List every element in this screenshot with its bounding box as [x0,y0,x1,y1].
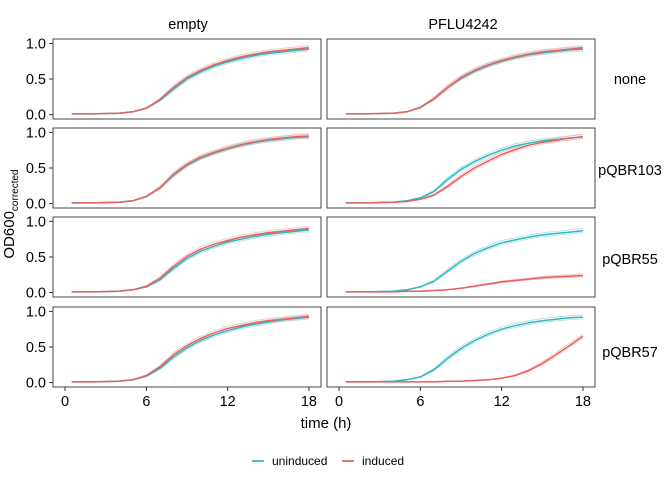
panel-frame [326,216,596,298]
row-label-none: none [614,72,646,88]
y-tick-label: 0.0 [26,376,46,392]
y-tick-label: 1.0 [26,214,46,230]
x-tick-label: 12 [494,394,510,410]
y-tick-label: 0.0 [26,108,46,124]
panels: 0.00.51.00.00.51.00.00.51.00.00.51.00 6 12… [26,36,596,410]
y-axis-title: OD600corrected [1,169,21,258]
panel-pqbr103-empty: 0.0 0.5 1.0 [26,125,322,213]
column-title-empty: empty [168,17,208,33]
legend-label-induced: induced [362,454,404,468]
panel-none-empty: 0.0 0.5 1.0 [26,36,322,124]
svg-text:OD600corrected: OD600corrected [1,169,21,258]
x-axis-title: time (h) [301,415,352,432]
series-line-uninduced [345,229,583,293]
panel-pqbr57-pflu4242: 0 6 12 18 [326,306,596,410]
panel-pqbr57-empty: 0.0 0.5 1.0 0 6 12 18 [26,304,322,410]
y-tick-label: 1.0 [26,125,46,141]
y-tick-label: 0.5 [26,72,46,88]
x-tick-label: 6 [142,394,150,410]
panel-pqbr55-empty: 0.0 0.5 1.0 [26,214,322,302]
panel-none-pflu4242 [326,38,596,120]
series-line-induced [345,335,584,383]
panel-pqbr55-pflu4242 [326,216,596,298]
x-tick-label: 0 [61,394,69,410]
series-line-induced [345,46,583,115]
row-label-pqbr55: pQBR55 [602,252,658,268]
panel-pqbr103-pflu4242 [326,127,596,209]
x-tick-label: 6 [416,394,424,410]
series-line-uninduced [345,316,583,383]
series-line-induced [71,227,309,293]
legend-label-uninduced: uninduced [272,454,327,468]
y-axis-title-subscript: corrected [10,169,21,211]
row-label-pqbr57: pQBR57 [602,345,658,361]
legend: uninduced induced [252,454,404,468]
y-tick-label: 0.5 [26,250,46,266]
y-tick-label: 1.0 [26,304,46,320]
y-tick-label: 1.0 [26,36,46,52]
series-line-induced [71,135,309,204]
x-tick-label: 18 [575,394,591,410]
x-tick-label: 18 [301,394,317,410]
column-title-pflu4242: PFLU4242 [428,17,497,33]
row-label-pqbr103: pQBR103 [598,163,662,179]
series-line-induced [71,46,309,115]
y-tick-label: 0.0 [26,286,46,302]
y-tick-label: 0.5 [26,161,46,177]
y-tick-label: 0.0 [26,197,46,213]
series-line-induced [345,274,583,293]
x-tick-label: 12 [220,394,236,410]
x-tick-label: 0 [335,394,343,410]
series-line-induced [71,315,309,383]
y-axis-title-main: OD600 [1,211,18,259]
y-tick-label: 0.5 [26,340,46,356]
series-line-induced [345,135,583,204]
